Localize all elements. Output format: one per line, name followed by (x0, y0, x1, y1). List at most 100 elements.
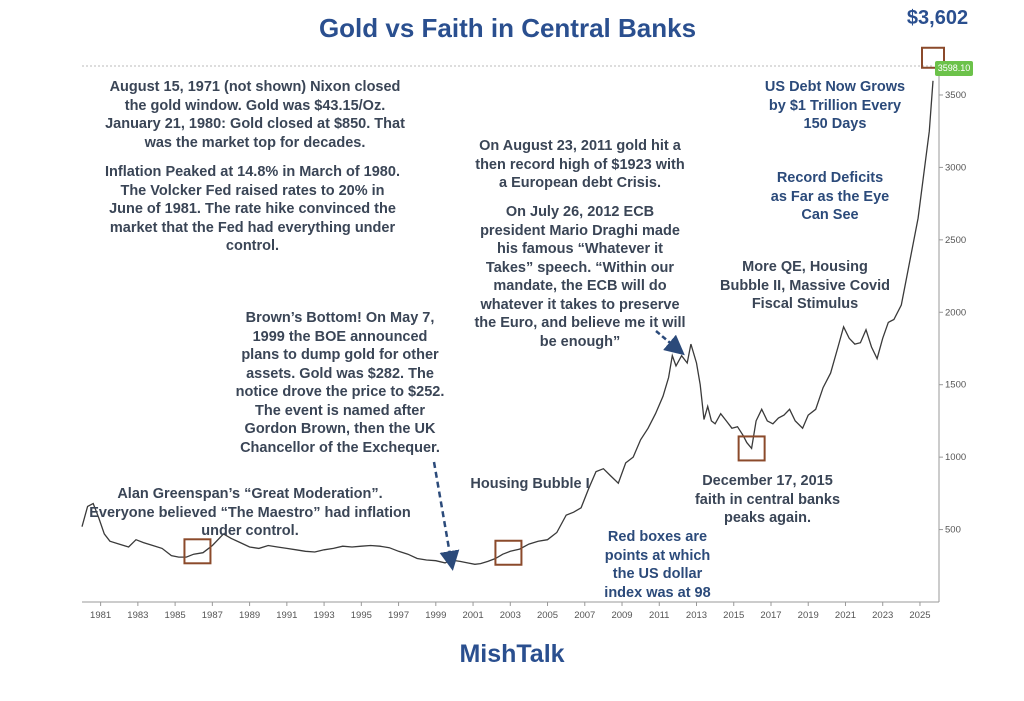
annotation-line: notice drove the price to $252. (235, 384, 445, 400)
annotation-line: his famous “Whatever it (497, 241, 663, 257)
x-tick-label: 2009 (611, 610, 632, 621)
annotation-line: market that the Fed had everything under (109, 219, 396, 236)
annotation-line: August 15, 1971 (not shown) Nixon closed (109, 79, 401, 95)
x-tick-label: 2025 (909, 610, 930, 621)
annotation-line: On August 23, 2011 gold hit a (479, 138, 681, 154)
x-tick-label: 2017 (760, 610, 781, 621)
annotation-dec-2015: December 17, 2015 faith in central banks p… (680, 472, 855, 528)
x-tick-label: 1991 (276, 610, 297, 621)
annotation-line: points at which (604, 547, 711, 564)
x-tick-label: 1987 (202, 610, 223, 621)
x-tick-label: 1983 (127, 610, 148, 621)
chart-title: Gold vs Faith in Central Banks (318, 13, 697, 43)
x-tick-label: 1981 (90, 610, 111, 621)
x-tick-label: 1989 (239, 610, 260, 621)
annotation-greenspan: Alan Greenspan’s “Great Moderation”. Ever… (70, 485, 430, 541)
annotation-line: a European debt Crisis. (499, 175, 661, 191)
plot-area (81, 80, 934, 565)
annotation-line: be enough” (539, 333, 621, 350)
y-tick-label: 1000 (945, 452, 966, 463)
annotation-line: assets. Gold was $282. The (246, 365, 434, 382)
annotation-line: January 21, 1980: Gold closed at $850. T… (105, 116, 405, 132)
y-tick-label: 3000 (945, 162, 966, 173)
x-tick-label: 2015 (723, 610, 744, 621)
annotation-nixon: August 15, 1971 (not shown) Nixon closed… (85, 78, 425, 152)
x-tick-label: 2019 (798, 610, 819, 621)
annotation-line: control. (225, 238, 280, 254)
x-tick-label: 2005 (537, 610, 558, 621)
annotation-line: Inflation Peaked at 14.8% in March of 19… (105, 164, 400, 180)
annotation-line: under control. (201, 523, 299, 539)
annotation-line: Chancellor of the Exchequer. (240, 439, 440, 456)
annotation-line: Brown’s Bottom! On May 7, (245, 310, 435, 326)
annotation-line: the Euro, and believe me it will (474, 315, 686, 331)
annotation-euro-crisis-2011: On August 23, 2011 gold hit a then record… (455, 137, 705, 193)
annotation-housing-bubble-1: Housing Bubble I (455, 475, 605, 494)
annotation-record-deficits: Record Deficits as Far as the Eye Can See (755, 169, 905, 225)
gold-price-line (81, 80, 934, 565)
annotation-line: More QE, Housing (742, 259, 868, 275)
x-tick-label: 1997 (388, 610, 409, 621)
annotation-line: US Debt Now Grows (764, 79, 906, 95)
x-tick-label: 1995 (351, 610, 372, 621)
annotation-line: as Far as the Eye (770, 188, 890, 205)
x-tick-label: 1993 (314, 610, 335, 621)
dollar-index-98-box (183, 538, 212, 565)
annotation-line: by $1 Trillion Every (768, 97, 902, 114)
x-tick-label: 1999 (425, 610, 446, 621)
annotation-us-debt: US Debt Now Grows by $1 Trillion Every 150… (755, 78, 915, 134)
x-tick-label: 2011 (649, 610, 669, 621)
last-value-badge: 3598.10 (935, 61, 973, 76)
annotation-line: mandate, the ECB will do (493, 278, 667, 294)
annotation-line: Bubble II, Massive Covid (719, 277, 890, 294)
annotation-line: peaks again. (723, 510, 812, 526)
x-tick-label: 2023 (872, 610, 893, 621)
x-tick-label: 2021 (835, 610, 856, 621)
annotation-line: 1999 the BOE announced (252, 328, 428, 345)
dollar-index-98-box (494, 539, 523, 566)
annotation-line: Red boxes are (607, 529, 708, 545)
annotation-line: Alan Greenspan’s “Great Moderation”. (117, 486, 383, 502)
brand-label: MishTalk (459, 640, 565, 668)
annotation-line: Fiscal Stimulus (751, 296, 859, 312)
annotation-line: Can See (801, 207, 859, 223)
annotation-line: president Mario Draghi made (480, 222, 680, 239)
annotation-draghi: On July 26, 2012 ECB president Mario Drag… (455, 203, 705, 351)
annotation-red-boxes: Red boxes are points at which the US dolla… (585, 528, 730, 602)
annotation-arrows (432, 330, 685, 571)
x-tick-label: 1985 (165, 610, 186, 621)
annotation-line: Everyone believed “The Maestro” had infl… (89, 504, 411, 521)
y-tick-label: 2000 (945, 307, 966, 318)
current-price-box (921, 46, 945, 69)
x-tick-label: 2001 (462, 610, 483, 621)
axis-ticks: 500 1000 1500 2000 2500 3000 3500 1981 1983 1985 1… (90, 90, 966, 621)
annotation-line: Record Deficits (776, 170, 884, 186)
annotation-line: faith in central banks (694, 491, 841, 508)
x-tick-label: 2003 (500, 610, 521, 621)
y-tick-label: 2500 (945, 235, 966, 246)
browns-bottom-arrow (432, 461, 460, 571)
annotation-browns-bottom: Brown’s Bottom! On May 7, 1999 the BOE an… (230, 309, 450, 457)
y-tick-label: 1500 (945, 380, 966, 391)
annotation-line: Housing Bubble I (470, 476, 590, 492)
current-price-label: $3,602 (906, 7, 969, 29)
x-tick-label: 2007 (574, 610, 595, 621)
annotation-volcker: Inflation Peaked at 14.8% in March of 19… (80, 163, 425, 256)
annotation-line: index was at 98 (604, 584, 711, 601)
annotation-line: The Volcker Fed raised rates to 20% in (120, 182, 385, 199)
dollar-index-98-box (737, 435, 766, 462)
annotation-line: On July 26, 2012 ECB (505, 204, 655, 220)
annotation-line: whatever it takes to preserve (480, 296, 680, 313)
annotation-line: June of 1981. The rate hike convinced th… (109, 201, 396, 217)
annotation-more-qe: More QE, Housing Bubble II, Massive Covid… (710, 258, 900, 314)
annotation-line: was the market top for decades. (144, 134, 366, 151)
marked-points (183, 46, 945, 566)
annotation-line: The event is named after (254, 402, 426, 419)
draghi-peak-arrow (655, 330, 685, 356)
y-tick-label: 3500 (945, 90, 966, 101)
annotation-line: the gold window. Gold was $43.15/Oz. (124, 97, 386, 114)
annotation-line: the US dollar (612, 566, 703, 582)
annotation-line: December 17, 2015 (702, 473, 833, 489)
annotation-line: 150 Days (803, 116, 867, 132)
